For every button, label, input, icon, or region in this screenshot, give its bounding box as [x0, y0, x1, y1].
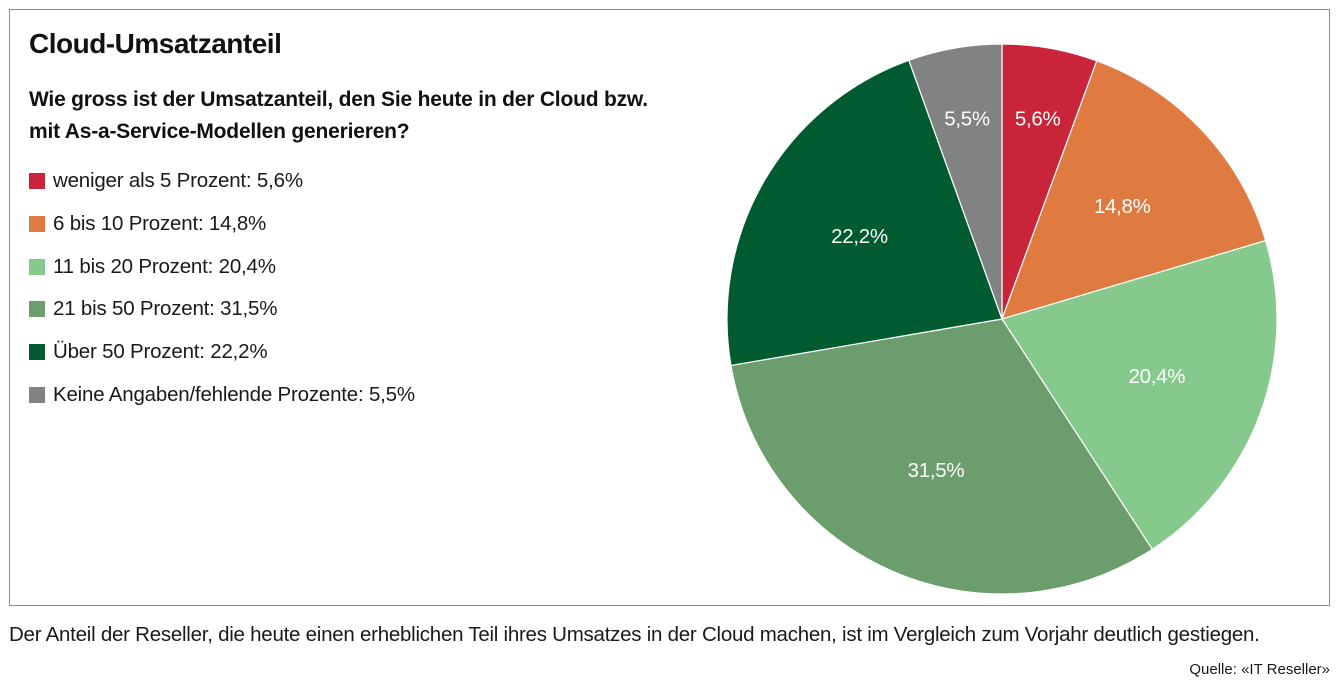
legend-item: 6 bis 10 Prozent: 14,8%	[29, 203, 415, 246]
legend-item: weniger als 5 Prozent: 5,6%	[29, 160, 415, 203]
pie-slice	[1001, 239, 1278, 551]
slice-data-label: 14,8%	[1094, 195, 1151, 218]
legend-item: Über 50 Prozent: 22,2%	[29, 331, 415, 374]
chart-subtitle: Wie gross ist der Umsatzanteil, den Sie …	[29, 88, 648, 143]
slice-data-label: 20,4%	[1129, 365, 1186, 388]
pie-chart: 5,6% 14,8% 20,4% 31,5% 22,2% 5,5%	[726, 43, 1278, 595]
pie-slice	[908, 43, 1003, 320]
legend-item: 21 bis 50 Prozent: 31,5%	[29, 288, 415, 331]
legend-label: Über 50 Prozent: 22,2%	[53, 340, 268, 364]
slice-data-label: 31,5%	[908, 459, 965, 482]
legend-swatch	[29, 344, 45, 361]
chart-title: Cloud-Umsatzanteil	[29, 28, 282, 59]
legend-item: Keine Angaben/fehlende Prozente: 5,5%	[29, 373, 415, 416]
chart-panel: Cloud-Umsatzanteil Wie gross ist der Ums…	[9, 9, 1330, 606]
legend-label: weniger als 5 Prozent: 5,6%	[53, 169, 303, 193]
slice-data-label: 5,6%	[1015, 108, 1061, 131]
legend-swatch	[29, 301, 45, 318]
legend-label: Keine Angaben/fehlende Prozente: 5,5%	[53, 382, 415, 406]
legend-label: 6 bis 10 Prozent: 14,8%	[53, 212, 267, 236]
legend-swatch	[29, 386, 45, 403]
legend-swatch	[29, 173, 45, 190]
legend-label: 11 bis 20 Prozent: 20,4%	[53, 254, 276, 278]
legend-item: 11 bis 20 Prozent: 20,4%	[29, 245, 415, 288]
legend: weniger als 5 Prozent: 5,6% 6 bis 10 Proz…	[29, 160, 415, 416]
legend-label: 21 bis 50 Prozent: 31,5%	[53, 297, 278, 321]
pie-slice	[730, 318, 1154, 595]
source-note: Quelle: «IT Reseller»	[1189, 661, 1330, 678]
slice-data-label: 5,5%	[944, 108, 990, 131]
slice-data-label: 22,2%	[831, 225, 888, 248]
pie-slice	[1001, 60, 1267, 320]
legend-swatch	[29, 216, 45, 233]
legend-swatch	[29, 258, 45, 275]
pie-slice	[726, 59, 1003, 367]
figure-caption: Der Anteil der Reseller, die heute einen…	[9, 623, 1260, 646]
